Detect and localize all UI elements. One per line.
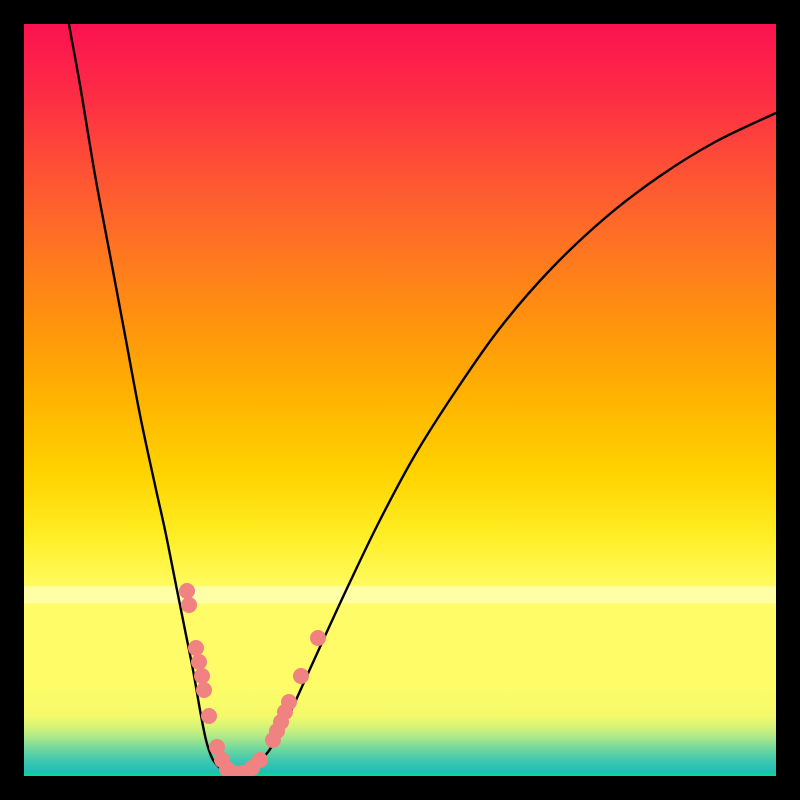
data-marker — [293, 668, 309, 684]
data-marker — [194, 668, 210, 684]
data-marker — [188, 640, 204, 656]
data-marker — [310, 630, 326, 646]
chart-container: TheBottleneck.com — [0, 0, 800, 800]
data-marker — [191, 654, 207, 670]
data-marker — [179, 583, 195, 599]
data-marker — [201, 708, 217, 724]
data-marker — [181, 597, 197, 613]
data-marker — [252, 752, 268, 768]
data-marker — [281, 694, 297, 710]
data-marker — [196, 682, 212, 698]
bottleneck-chart — [0, 0, 800, 800]
